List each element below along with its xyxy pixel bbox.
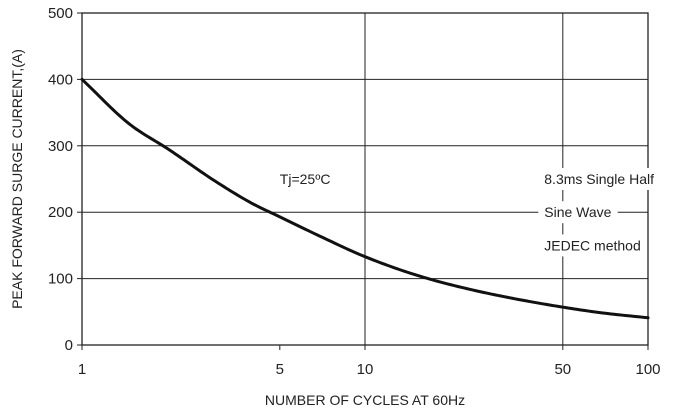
annotation-2: Sine Wave (544, 204, 611, 220)
y-tick-label-400: 400 (48, 71, 73, 88)
x-axis-title: NUMBER OF CYCLES AT 60Hz (265, 392, 465, 408)
annotation-1: 8.3ms Single Half (544, 171, 654, 187)
annotation-3: JEDEC method (544, 237, 640, 253)
annotation-bg-1 (538, 168, 661, 190)
x-tick-label-10: 10 (357, 361, 374, 378)
x-tick-label-5: 5 (276, 361, 284, 378)
y-tick-label-300: 300 (48, 138, 73, 155)
x-tick-label-100: 100 (635, 361, 660, 378)
x-tick-label-1: 1 (78, 361, 86, 378)
curve-layer (80, 77, 650, 320)
y-tick-label-200: 200 (48, 204, 73, 221)
x-tick-label-50: 50 (554, 361, 571, 378)
y-axis-title: PEAK FORWARD SURGE CURRENT,(A) (9, 49, 25, 309)
annotation-bg-0 (273, 168, 337, 190)
y-tick-label-0: 0 (65, 337, 73, 354)
annotation-bg-3 (538, 234, 647, 257)
annotation-layer: Tj=25ºC 8.3ms Single Half Sine Wave JEDEC m… (273, 168, 661, 257)
annotation-bg-2 (538, 201, 618, 224)
y-tick-label-100: 100 (48, 271, 73, 288)
tick-layer: 1 5 10 50 100 0 100 200 300 400 500 (48, 5, 661, 378)
y-tick-label-500: 500 (48, 5, 73, 22)
surge-current-curve (80, 77, 650, 320)
annotation-0: Tj=25ºC (280, 171, 331, 187)
